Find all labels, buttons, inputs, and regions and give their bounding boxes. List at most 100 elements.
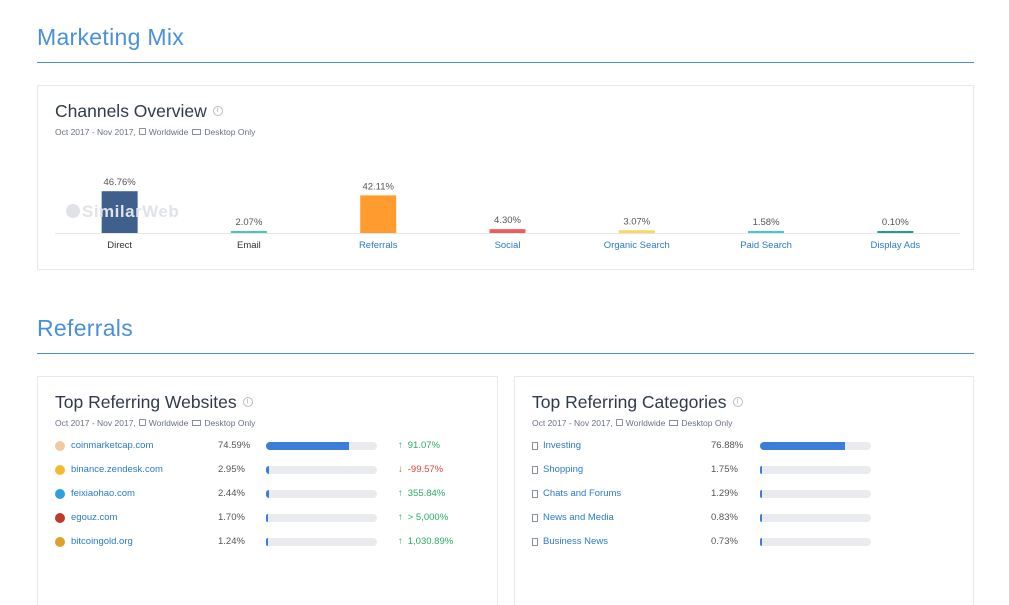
top-referring-categories-subtitle: Oct 2017 - Nov 2017, Worldwide Desktop Onl…	[532, 418, 733, 428]
traffic-share-value: 2.95%	[218, 464, 245, 475]
channels-svg: 46.76% Direct 2.07% Email 42.11% Referrals 4.3…	[55, 177, 960, 251]
traffic-share-fill	[760, 490, 762, 498]
channel-category-label[interactable]: Paid Search	[740, 240, 792, 251]
traffic-share-value: 2.44%	[218, 488, 245, 499]
table-row: binance.zendesk.com 2.95% ↓ -99.57%	[55, 464, 480, 478]
category-icon	[532, 442, 538, 450]
desktop-icon	[192, 128, 202, 135]
traffic-share-fill	[266, 538, 268, 546]
feixiaohao-favicon-icon	[55, 489, 65, 499]
top-referring-categories-card: Top Referring Categories i Oct 2017 - Nov…	[514, 376, 974, 605]
channel-category-label[interactable]: Display Ads	[871, 240, 921, 251]
channel-value-label: 46.76%	[104, 177, 137, 188]
referring-site-link[interactable]: egouz.com	[71, 512, 118, 523]
category-icon	[532, 514, 538, 522]
referring-site-link[interactable]: binance.zendesk.com	[71, 464, 163, 475]
change-text: 355.84%	[407, 488, 446, 499]
traffic-share-bar	[760, 514, 871, 522]
channel-value-label: 1.58%	[753, 217, 780, 228]
channel-bar-paid-search[interactable]	[748, 231, 785, 233]
traffic-share-fill	[266, 466, 270, 474]
arrow-up-icon: ↑	[398, 512, 403, 523]
referring-category-link[interactable]: News and Media	[543, 512, 614, 523]
traffic-share-value: 1.29%	[711, 488, 738, 499]
marketing-mix-divider	[37, 62, 974, 63]
traffic-share-bar	[266, 490, 377, 498]
change-text: 91.07%	[407, 440, 440, 451]
channel-category-label[interactable]: Social	[495, 240, 521, 251]
traffic-share-value: 1.70%	[218, 512, 245, 523]
category-icon	[532, 538, 538, 546]
info-icon[interactable]: i	[732, 397, 743, 408]
binance-favicon-icon	[55, 465, 65, 475]
table-row: feixiaohao.com 2.44% ↑ 355.84%	[55, 488, 480, 502]
change-value: ↓ -99.57%	[398, 464, 443, 475]
globe-icon	[615, 419, 623, 427]
channels-overview-card: Channels Overview i Oct 2017 - Nov 2017, W…	[37, 85, 974, 270]
change-text: 1,030.89%	[407, 536, 454, 547]
referring-site-link[interactable]: coinmarketcap.com	[71, 440, 154, 451]
desktop-icon	[192, 419, 202, 426]
change-text: > 5,000%	[407, 512, 449, 523]
similarweb-logo-icon	[66, 203, 80, 218]
referring-site-link[interactable]: bitcoingold.org	[71, 536, 133, 547]
channel-bar-organic-search[interactable]	[618, 230, 655, 233]
channel-bar-referrals[interactable]	[360, 195, 397, 233]
top-referring-websites-card: Top Referring Websites i Oct 2017 - Nov 2…	[37, 376, 498, 605]
traffic-share-fill	[266, 442, 349, 450]
marketing-mix-title: Marketing Mix	[37, 24, 185, 50]
traffic-share-bar	[760, 538, 871, 546]
traffic-share-value: 74.59%	[218, 440, 251, 451]
table-row: egouz.com 1.70% ↑ > 5,000%	[55, 512, 480, 526]
traffic-share-bar	[760, 466, 871, 474]
top-referring-categories-title: Top Referring Categories i	[532, 392, 743, 413]
table-row: coinmarketcap.com 74.59% ↑ 91.07%	[55, 440, 480, 454]
channel-value-label: 4.30%	[494, 215, 521, 226]
traffic-share-fill	[266, 490, 269, 498]
traffic-share-value: 0.73%	[711, 536, 738, 547]
globe-icon	[138, 419, 146, 427]
referring-category-link[interactable]: Business News	[543, 536, 608, 547]
channel-bar-email[interactable]	[230, 231, 267, 233]
change-value: ↑ 1,030.89%	[398, 536, 453, 547]
change-value: ↑ > 5,000%	[398, 512, 448, 523]
top-referring-websites-subtitle: Oct 2017 - Nov 2017, Worldwide Desktop Onl…	[55, 418, 256, 428]
channel-category-label[interactable]: Organic Search	[604, 240, 670, 251]
channels-overview-title: Channels Overview i	[55, 101, 223, 122]
traffic-share-value: 0.83%	[711, 512, 738, 523]
table-row: Shopping 1.75%	[532, 464, 957, 478]
traffic-share-value: 1.24%	[218, 536, 245, 547]
referring-category-link[interactable]: Shopping	[543, 464, 584, 475]
channel-category-label[interactable]: Referrals	[359, 240, 398, 251]
channel-value-label: 0.10%	[882, 217, 909, 228]
channel-bar-direct[interactable]	[101, 191, 138, 233]
info-icon[interactable]: i	[212, 106, 223, 117]
top-referring-websites-title: Top Referring Websites i	[55, 392, 253, 413]
traffic-share-value: 1.75%	[711, 464, 738, 475]
channel-bar-social[interactable]	[489, 229, 526, 233]
change-value: ↑ 355.84%	[398, 488, 445, 499]
category-icon	[532, 466, 538, 474]
channel-bar-display-ads[interactable]	[877, 231, 914, 233]
arrow-up-icon: ↑	[398, 536, 403, 547]
referrals-divider	[37, 353, 974, 354]
channel-value-label: 2.07%	[235, 217, 262, 228]
table-row: Investing 76.88%	[532, 440, 957, 454]
traffic-share-bar	[266, 442, 377, 450]
bitcoingold-favicon-icon	[55, 537, 65, 547]
traffic-share-fill	[760, 442, 846, 450]
category-icon	[532, 490, 538, 498]
traffic-share-bar	[760, 490, 871, 498]
change-text: -99.57%	[407, 464, 444, 475]
traffic-share-bar	[266, 514, 377, 522]
referring-category-link[interactable]: Investing	[543, 440, 582, 451]
referring-site-link[interactable]: feixiaohao.com	[71, 488, 135, 499]
info-icon[interactable]: i	[242, 397, 253, 408]
traffic-share-bar	[760, 442, 871, 450]
referring-category-link[interactable]: Chats and Forums	[543, 488, 622, 499]
table-row: bitcoingold.org 1.24% ↑ 1,030.89%	[55, 536, 480, 550]
traffic-share-fill	[266, 514, 268, 522]
traffic-share-fill	[760, 466, 762, 474]
table-row: Chats and Forums 1.29%	[532, 488, 957, 502]
channel-category-label: Direct	[107, 240, 132, 251]
